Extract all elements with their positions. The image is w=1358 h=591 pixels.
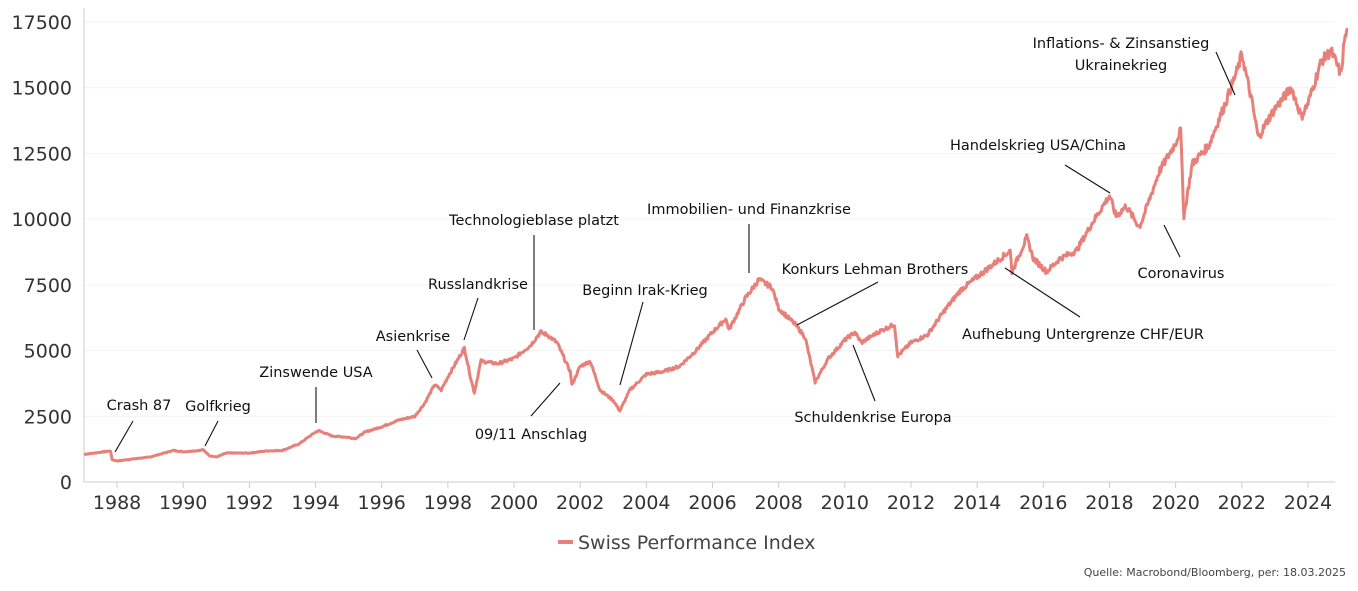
annotation-label: 09/11 Anschlag	[475, 427, 587, 443]
y-tick-label: 17500	[12, 12, 72, 34]
x-tick-label: 2014	[953, 492, 1001, 514]
source-note: Quelle: Macrobond/Bloomberg, per: 18.03.…	[1084, 566, 1346, 579]
annotation-label: Russlandkrise	[428, 277, 528, 293]
annotation-label: Zinswende USA	[259, 365, 372, 381]
annotation-label: Immobilien- und Finanzkrise	[647, 202, 851, 218]
annotation-label: Coronavirus	[1138, 266, 1225, 282]
annotation-leader-line	[204, 420, 219, 447]
y-tick-label: 5000	[24, 341, 72, 363]
y-tick-label: 7500	[24, 275, 72, 297]
annotation-leader-line	[463, 297, 479, 341]
annotation-label: Crash 87	[107, 398, 172, 414]
y-tick-label: 2500	[24, 406, 72, 428]
annotation-leader-line	[1004, 267, 1081, 318]
x-tick-label: 2018	[1085, 492, 1133, 514]
y-tick-label: 15000	[12, 78, 72, 100]
series-line-swiss-performance-index	[83, 27, 1349, 463]
annotation-label: Konkurs Lehman Brothers	[782, 262, 969, 278]
x-tick-label: 2010	[821, 492, 869, 514]
x-tick-label: 2006	[688, 492, 736, 514]
legend: Swiss Performance Index	[558, 532, 815, 554]
annotation-leader-line	[416, 349, 433, 379]
annotation-label: Technologieblase platzt	[448, 213, 619, 229]
annotation-label: Schuldenkrise Europa	[794, 410, 951, 426]
annotation-leader-line	[619, 301, 644, 386]
x-tick-label: 2022	[1218, 492, 1266, 514]
annotation-label: Inflations- & Zinsanstieg	[1033, 36, 1210, 52]
y-tick-label: 12500	[12, 143, 72, 165]
annotation-leader-line	[852, 344, 876, 402]
x-tick-label: 2002	[556, 492, 604, 514]
annotation-leader-line	[530, 382, 561, 417]
annotation-leader-line	[1215, 51, 1236, 96]
grid-lines	[84, 21, 1335, 417]
x-tick-label: 1994	[291, 492, 339, 514]
annotation-label: Golfkrieg	[185, 399, 251, 415]
y-axis: 0 2500 5000 7500 10000 12500 15000 17500	[12, 8, 85, 494]
annotation-label: Handelskrieg USA/China	[950, 138, 1126, 154]
series-layer	[83, 27, 1349, 463]
annotation-label: Aufhebung Untergrenze CHF/EUR	[962, 327, 1204, 343]
x-axis: 1988 1990 1992 1994 1996 1998 2000 2002 2004 2006…	[84, 481, 1335, 514]
x-tick-label: 1996	[358, 492, 406, 514]
x-tick-label: 2016	[1019, 492, 1067, 514]
annotation-leader-line	[796, 281, 879, 326]
x-tick-label: 1998	[424, 492, 472, 514]
x-tick-label: 2024	[1284, 492, 1332, 514]
y-tick-label: 0	[60, 472, 72, 494]
annotation-label: Beginn Irak-Krieg	[582, 283, 707, 299]
annotation-label: Asienkrise	[376, 329, 451, 345]
x-tick-label: 2020	[1151, 492, 1199, 514]
y-tick-label: 10000	[12, 209, 72, 231]
x-tick-label: 1992	[225, 492, 273, 514]
x-tick-label: 1990	[159, 492, 207, 514]
legend-label: Swiss Performance Index	[578, 532, 815, 554]
annotations: Crash 87 Golfkrieg Zinswende USA Asienkrise…	[107, 36, 1236, 453]
annotation-label: Ukrainekrieg	[1075, 58, 1168, 74]
x-tick-label: 2008	[755, 492, 803, 514]
annotation-leader-line	[114, 420, 134, 453]
x-tick-label: 2000	[490, 492, 538, 514]
x-tick-label: 2012	[887, 492, 935, 514]
annotation-leader-line	[1163, 224, 1181, 258]
annotation-leader-line	[1064, 164, 1111, 194]
x-tick-label: 1988	[93, 492, 141, 514]
x-tick-label: 2004	[622, 492, 670, 514]
